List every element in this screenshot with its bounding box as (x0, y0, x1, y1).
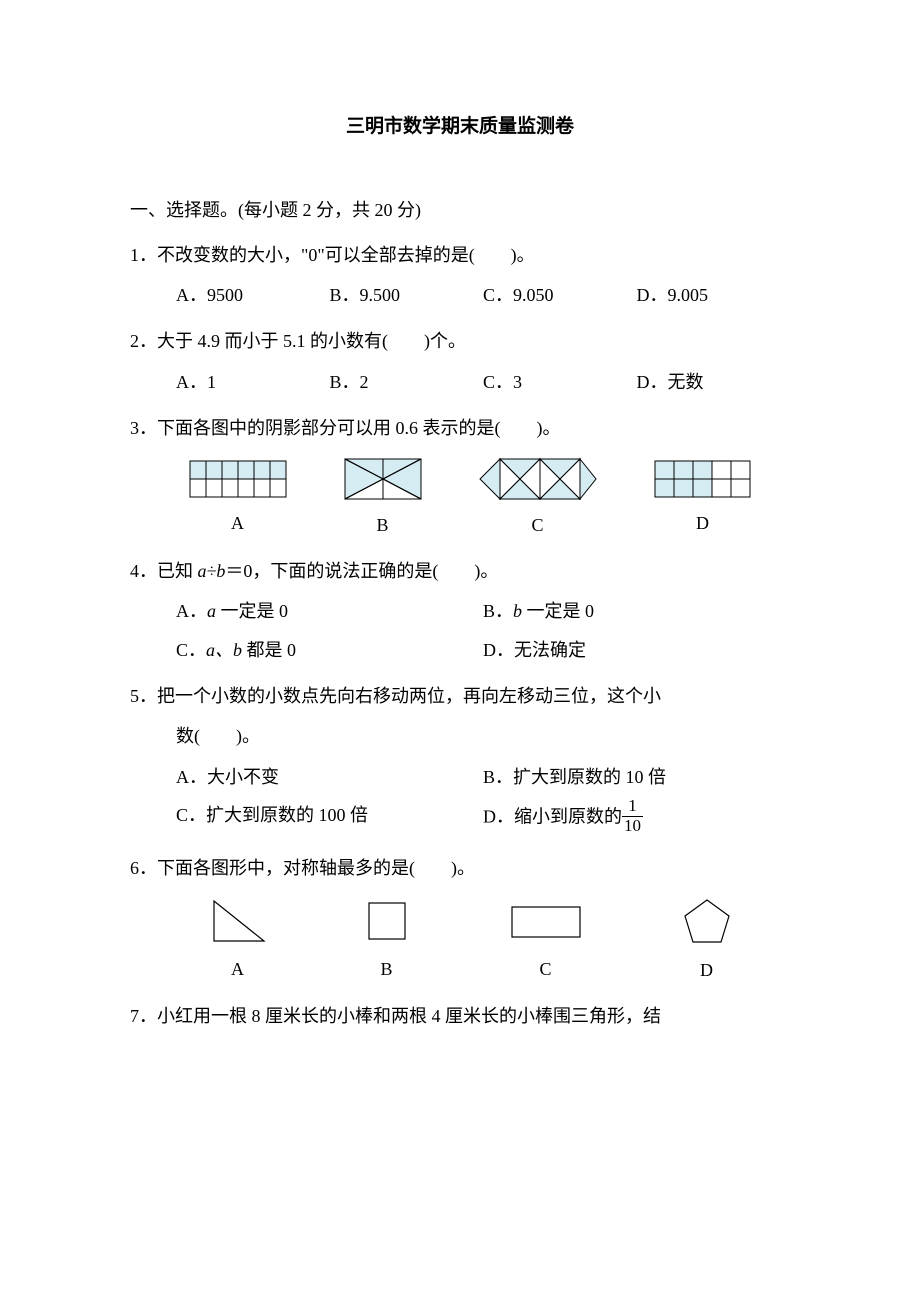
q5-option-b: B．扩大到原数的 10 倍 (483, 761, 790, 793)
q1-option-a: A．9500 (176, 279, 330, 311)
q3-figure-a: A (188, 459, 288, 539)
rectangle-icon (506, 897, 586, 945)
q6-label-c: C (539, 953, 551, 985)
q6-figure-a: A (208, 897, 268, 985)
pentagon-icon (681, 896, 733, 946)
q3-label-a: A (231, 507, 244, 539)
q3-figure-c: C (478, 457, 598, 541)
question-3: 3．下面各图中的阴影部分可以用 0.6 表示的是( )。 A (130, 412, 790, 541)
q4-b-post: 一定是 0 (522, 601, 594, 621)
q5-option-a: A．大小不变 (176, 761, 483, 793)
q1-option-b: B．9.500 (330, 279, 484, 311)
q7-text: 7．小红用一根 8 厘米长的小棒和两根 4 厘米长的小棒围三角形，结 (130, 1000, 790, 1032)
question-1: 1．不改变数的大小，"0"可以全部去掉的是( )。 A．9500 B．9.500… (130, 239, 790, 312)
q6-label-b: B (380, 953, 392, 985)
question-6: 6．下面各图形中，对称轴最多的是( )。 A B C D (130, 852, 790, 987)
q2-option-a: A．1 (176, 366, 330, 398)
rhombus-row-icon (478, 457, 598, 501)
q5-option-c: C．扩大到原数的 100 倍 (176, 799, 483, 837)
q6-label-a: A (231, 953, 244, 985)
q6-figure-c: C (506, 897, 586, 985)
q5-d-num: 1 (622, 797, 643, 817)
question-4: 4．已知 a÷b＝0，下面的说法正确的是( )。 A．a 一定是 0 B．b 一… (130, 555, 790, 666)
q3-figure-b: B (343, 457, 423, 541)
q4-c-post: 都是 0 (242, 640, 296, 660)
grid-icon (188, 459, 288, 499)
q5-d-den: 10 (622, 817, 643, 836)
q4-option-a: A．a 一定是 0 (176, 595, 483, 627)
q4-b-var: b (513, 601, 522, 621)
q3-figure-d: D (653, 459, 753, 539)
q6-label-d: D (700, 954, 713, 986)
q4-c-pre: C． (176, 640, 206, 660)
q6-figure-b: B (363, 897, 411, 985)
q4-a-pre: A． (176, 601, 207, 621)
question-5: 5．把一个小数的小数点先向右移动两位，再向左移动三位，这个小 数( )。 A．大… (130, 680, 790, 838)
q4-a-post: 一定是 0 (216, 601, 288, 621)
q4-a-var: a (207, 601, 216, 621)
grid-partial-icon (653, 459, 753, 499)
q3-label-d: D (696, 507, 709, 539)
q4-text-post: ＝0，下面的说法正确的是( )。 (225, 561, 498, 581)
q4-option-d: D．无法确定 (483, 634, 790, 666)
q5-d-pre: D．缩小到原数的 (483, 807, 622, 827)
q1-option-d: D．9.005 (637, 279, 791, 311)
q4-c-var: a、b (206, 640, 242, 660)
question-7: 7．小红用一根 8 厘米长的小棒和两根 4 厘米长的小棒围三角形，结 (130, 1000, 790, 1032)
q3-text: 3．下面各图中的阴影部分可以用 0.6 表示的是( )。 (130, 412, 790, 444)
q4-b-pre: B． (483, 601, 513, 621)
section-header: 一、选择题。(每小题 2 分，共 20 分) (130, 194, 790, 226)
q2-option-d: D．无数 (637, 366, 791, 398)
q2-option-c: C．3 (483, 366, 637, 398)
q1-text: 1．不改变数的大小，"0"可以全部去掉的是( )。 (130, 239, 790, 271)
q6-figure-d: D (681, 896, 733, 986)
square-triangles-icon (343, 457, 423, 501)
q4-text-pre: 4．已知 (130, 561, 198, 581)
q5-text1: 5．把一个小数的小数点先向右移动两位，再向左移动三位，这个小 (130, 680, 790, 712)
q3-label-b: B (376, 509, 388, 541)
q6-text: 6．下面各图形中，对称轴最多的是( )。 (130, 852, 790, 884)
q5-option-d: D．缩小到原数的110 (483, 799, 790, 837)
q2-text: 2．大于 4.9 而小于 5.1 的小数有( )个。 (130, 325, 790, 357)
q4-text: 4．已知 a÷b＝0，下面的说法正确的是( )。 (130, 555, 790, 587)
q5-text2: 数( )。 (130, 720, 790, 752)
question-2: 2．大于 4.9 而小于 5.1 的小数有( )个。 A．1 B．2 C．3 D… (130, 325, 790, 398)
q2-option-b: B．2 (330, 366, 484, 398)
page-title: 三明市数学期末质量监测卷 (130, 110, 790, 144)
q3-label-c: C (531, 509, 543, 541)
q4-expr: a÷b (198, 561, 226, 581)
q4-option-c: C．a、b 都是 0 (176, 634, 483, 666)
q1-option-c: C．9.050 (483, 279, 637, 311)
triangle-icon (208, 897, 268, 945)
fraction-icon: 110 (622, 797, 643, 835)
square-icon (363, 897, 411, 945)
q4-option-b: B．b 一定是 0 (483, 595, 790, 627)
